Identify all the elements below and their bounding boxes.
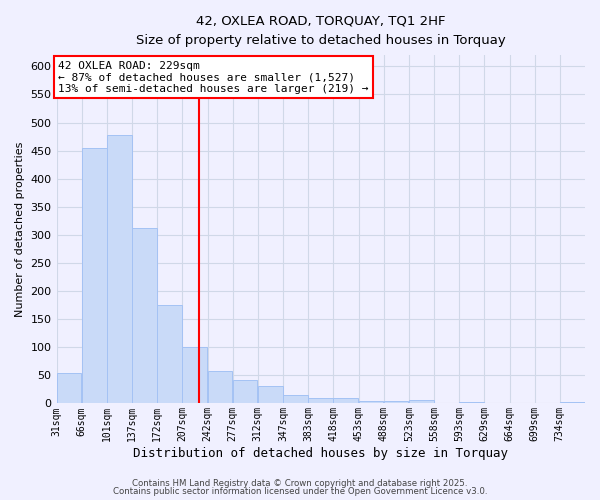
- Text: 42 OXLEA ROAD: 229sqm
← 87% of detached houses are smaller (1,527)
13% of semi-d: 42 OXLEA ROAD: 229sqm ← 87% of detached …: [58, 60, 368, 94]
- Bar: [82, 148, 107, 404]
- Bar: [233, 380, 257, 404]
- Bar: [283, 395, 308, 404]
- Bar: [560, 402, 584, 404]
- X-axis label: Distribution of detached houses by size in Torquay: Distribution of detached houses by size …: [133, 447, 508, 460]
- Bar: [208, 371, 232, 404]
- Bar: [132, 228, 157, 404]
- Bar: [56, 372, 82, 404]
- Bar: [308, 398, 333, 404]
- Bar: [359, 400, 383, 404]
- Bar: [107, 135, 131, 404]
- Y-axis label: Number of detached properties: Number of detached properties: [15, 142, 25, 317]
- Bar: [182, 346, 207, 404]
- Bar: [334, 398, 358, 404]
- Title: 42, OXLEA ROAD, TORQUAY, TQ1 2HF
Size of property relative to detached houses in: 42, OXLEA ROAD, TORQUAY, TQ1 2HF Size of…: [136, 15, 506, 47]
- Bar: [383, 400, 409, 404]
- Bar: [157, 305, 182, 404]
- Text: Contains HM Land Registry data © Crown copyright and database right 2025.: Contains HM Land Registry data © Crown c…: [132, 478, 468, 488]
- Bar: [409, 400, 434, 404]
- Bar: [258, 386, 283, 404]
- Bar: [459, 402, 484, 404]
- Text: Contains public sector information licensed under the Open Government Licence v3: Contains public sector information licen…: [113, 487, 487, 496]
